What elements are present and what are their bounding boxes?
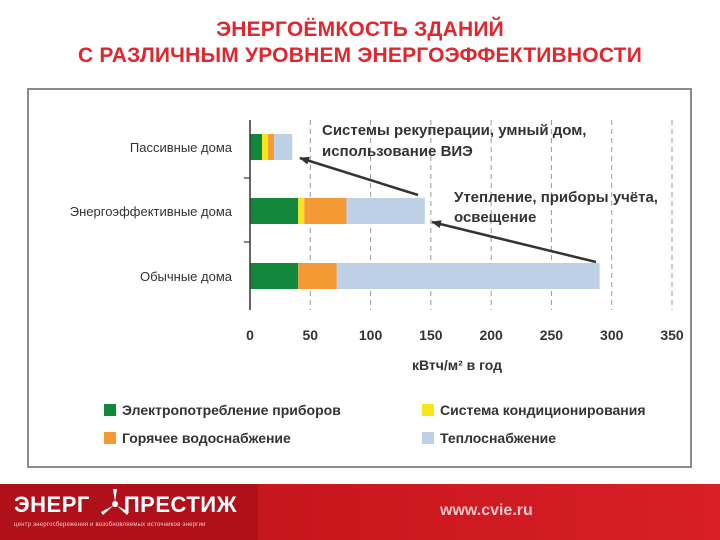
wind-turbine-icon: [101, 489, 129, 515]
x-tick-label: 200: [479, 327, 503, 343]
x-tick-label: 0: [246, 327, 254, 343]
x-tick-label: 350: [660, 327, 684, 343]
footer-banner: ЭНЕРГ ПРЕСТИЖ центр энергосбережения и во…: [0, 484, 720, 540]
bar-segment: [268, 134, 275, 160]
logo-wordmark: ЭНЕРГ ПРЕСТИЖ: [14, 492, 237, 518]
bar-segment: [298, 198, 305, 224]
bar-segment: [274, 134, 293, 160]
bar-segment: [250, 198, 299, 224]
legend-swatch: [422, 432, 434, 444]
annotations: Системы рекуперации, умный дом, использов…: [299, 122, 658, 264]
bar-segment: [336, 263, 600, 289]
company-logo: ЭНЕРГ ПРЕСТИЖ центр энергосбережения и во…: [0, 484, 258, 540]
x-tick-label: 50: [302, 327, 318, 343]
x-tick-label: 250: [540, 327, 564, 343]
legend-swatch: [422, 404, 434, 416]
annotation-arrow: [299, 156, 419, 197]
legend-label: Система кондиционирования: [440, 402, 646, 418]
legend: Электропотребление приборов Система конди…: [104, 402, 646, 446]
x-tick-label: 150: [419, 327, 443, 343]
chart-frame: [27, 88, 692, 468]
annotation-text: Утепление, приборы учёта,: [454, 189, 658, 206]
annotation-text: использование ВИЭ: [322, 143, 473, 160]
category-label: Обычные дома: [140, 269, 233, 284]
chart-canvas: Пассивные дома Энергоэффективные дома Обыч…: [70, 120, 684, 446]
annotation-arrow: [431, 220, 597, 264]
legend-label: Горячее водоснабжение: [122, 430, 291, 446]
x-tick-label: 100: [359, 327, 383, 343]
logo-tagline: центр энергосбережения и возобновляемых …: [14, 522, 206, 528]
bar-segment: [346, 198, 425, 224]
x-tick-label: 300: [600, 327, 624, 343]
chart-title-line-2: С РАЗЛИЧНЫМ УРОВНЕМ ЭНЕРГОЭФФЕКТИВНОСТИ: [77, 44, 642, 67]
legend-swatch: [104, 432, 116, 444]
x-axis-label: кВтч/м² в год: [412, 357, 502, 373]
legend-label: Теплоснабжение: [440, 430, 556, 446]
website-link[interactable]: www.cvie.ru: [440, 502, 533, 519]
bar-segment: [250, 134, 263, 160]
annotation-text: Системы рекуперации, умный дом,: [322, 122, 586, 139]
category-label: Пассивные дома: [130, 140, 233, 155]
legend-label: Электропотребление приборов: [122, 402, 341, 418]
chart-title-line-1: ЭНЕРГОЁМКОСТЬ ЗДАНИЙ: [216, 18, 504, 41]
axes: Пассивные дома Энергоэффективные дома Обыч…: [70, 120, 684, 373]
logo-word-1: ЭНЕРГ: [14, 492, 90, 517]
bar-segment: [250, 263, 299, 289]
bars: [250, 134, 600, 289]
bar-segment: [304, 198, 347, 224]
annotation-text: освещение: [454, 209, 536, 226]
legend-swatch: [104, 404, 116, 416]
bar-segment: [262, 134, 269, 160]
logo-word-2: ПРЕСТИЖ: [123, 492, 237, 517]
category-label: Энергоэффективные дома: [70, 204, 233, 219]
bar-segment: [298, 263, 337, 289]
